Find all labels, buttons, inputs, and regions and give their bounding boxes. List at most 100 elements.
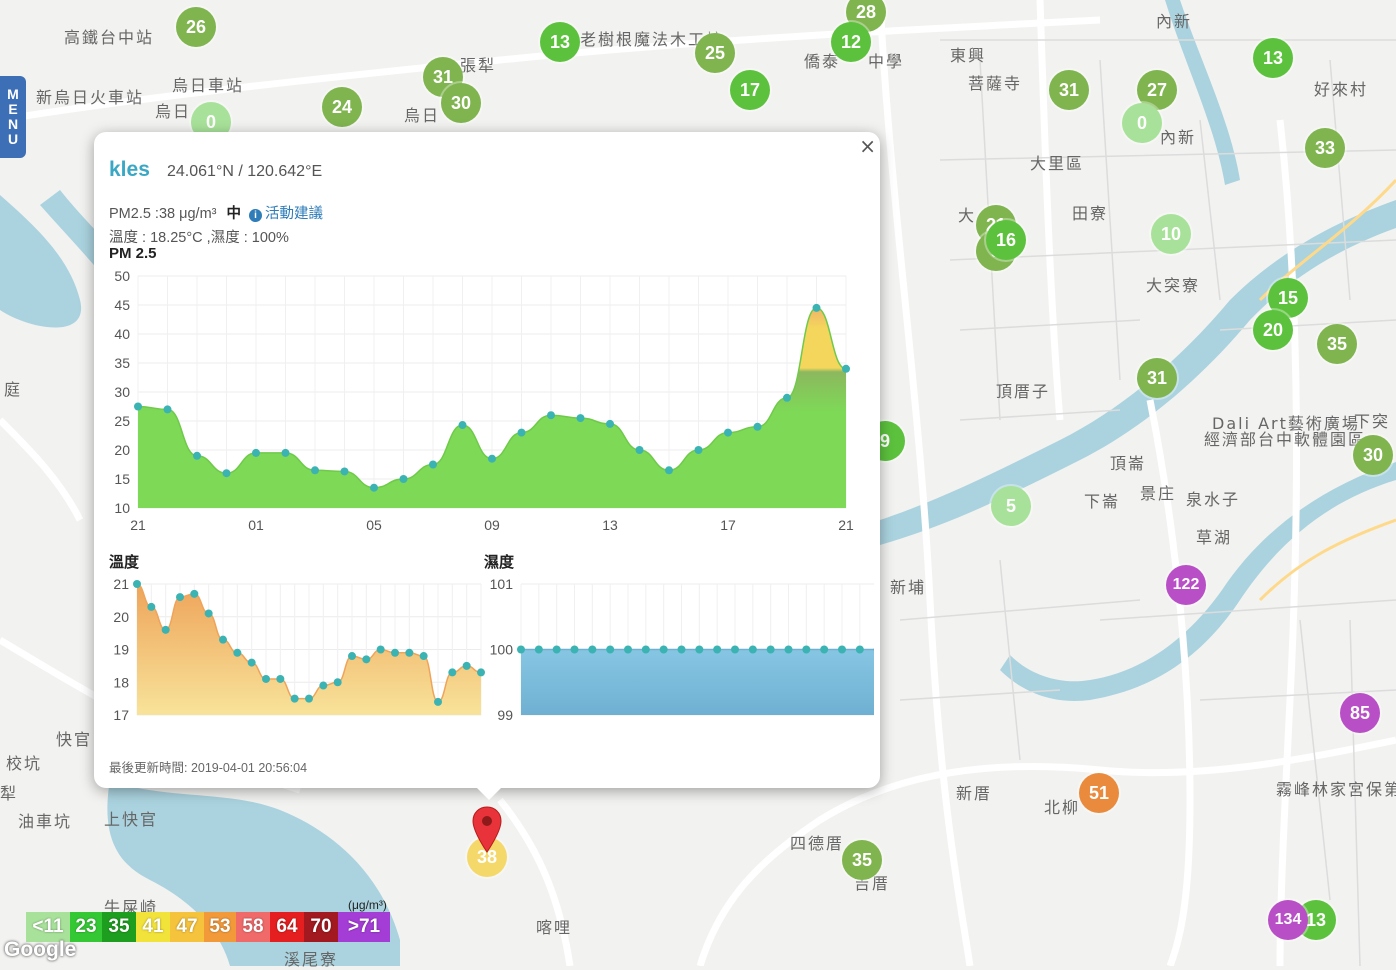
location-pin-icon[interactable] [472, 806, 502, 858]
station-marker[interactable]: 85 [1340, 693, 1380, 733]
air-quality-level: 中 [226, 206, 241, 222]
place-label: 好來村 [1314, 76, 1368, 100]
station-marker[interactable]: 31 [1049, 70, 1089, 110]
place-label: 烏日車站 [172, 72, 244, 96]
legend-swatch: 64 [270, 912, 304, 942]
data-point [405, 649, 413, 657]
data-point [624, 646, 632, 654]
place-label: 內新 [1156, 8, 1192, 32]
data-point [724, 429, 732, 437]
x-tick-label: 05 [366, 517, 382, 533]
data-point [147, 603, 155, 611]
data-point [749, 646, 757, 654]
station-marker[interactable]: 12 [831, 22, 871, 62]
place-label: 新厝 [956, 780, 992, 804]
data-point [754, 423, 762, 431]
y-tick-label: 19 [113, 642, 129, 658]
data-point [370, 484, 378, 492]
data-point [553, 646, 561, 654]
place-label: 田寮 [1072, 200, 1108, 224]
x-tick-label: 21 [838, 517, 854, 533]
last-updated-time: 最後更新時間: 2019-04-01 20:56:04 [109, 757, 307, 776]
station-name: kles [109, 158, 150, 182]
data-point [856, 646, 864, 654]
data-point [377, 646, 385, 654]
data-point [219, 636, 227, 644]
place-label: 頂厝子 [996, 378, 1050, 402]
data-point [391, 649, 399, 657]
data-point [842, 365, 850, 373]
y-tick-label: 35 [114, 355, 130, 371]
legend-swatch: >71 [338, 912, 390, 942]
station-marker[interactable]: 10 [1151, 214, 1191, 254]
pm25-chart-title: PM 2.5 [109, 245, 157, 262]
y-tick-label: 15 [114, 471, 130, 487]
legend-swatch: 70 [304, 912, 338, 942]
close-icon[interactable]: × [859, 134, 876, 158]
data-point [362, 655, 370, 663]
place-label: 經濟部台中軟體園區 [1204, 426, 1366, 450]
data-point [606, 646, 614, 654]
y-tick-label: 10 [114, 500, 130, 516]
data-point [695, 646, 703, 654]
legend-swatch: 58 [236, 912, 270, 942]
menu-letter: M [7, 87, 19, 102]
station-marker[interactable]: 13 [1253, 38, 1293, 78]
place-label: 景庄 [1140, 480, 1176, 504]
station-marker[interactable]: 16 [986, 220, 1026, 260]
activity-advice-link[interactable]: 活動建議 [265, 206, 323, 222]
station-marker[interactable]: 13 [540, 22, 580, 62]
x-tick-label: 09 [484, 517, 500, 533]
data-point [248, 659, 256, 667]
station-marker[interactable]: 51 [1079, 773, 1119, 813]
google-logo: Google [4, 938, 76, 962]
station-marker[interactable]: 35 [842, 840, 882, 880]
station-marker[interactable]: 20 [1253, 310, 1293, 350]
station-marker[interactable]: 31 [1137, 358, 1177, 398]
place-label: 菩薩寺 [968, 70, 1022, 94]
pm25-value: PM2.5 :38 μg/m³ [109, 206, 216, 222]
station-marker[interactable]: 26 [176, 7, 216, 47]
station-marker[interactable]: 0 [1122, 103, 1162, 143]
temperature-chart-title: 溫度 [109, 551, 139, 572]
station-marker[interactable]: 30 [1353, 435, 1393, 475]
data-point [233, 649, 241, 657]
data-point [695, 446, 703, 454]
place-label: 內新 [1160, 124, 1196, 148]
place-label: 東興 [950, 42, 986, 66]
data-point [319, 682, 327, 690]
place-label: 下崙 [1084, 488, 1120, 512]
station-marker[interactable]: 33 [1305, 128, 1345, 168]
station-marker[interactable]: 24 [322, 87, 362, 127]
station-coordinates: 24.061°N / 120.642°E [167, 163, 322, 181]
legend-unit: (μg/m³) [348, 898, 387, 912]
place-label: 新烏日火車站 [36, 84, 144, 108]
place-label: 北柳 [1044, 794, 1080, 818]
x-tick-label: 13 [602, 517, 618, 533]
place-label: 犁 [0, 780, 18, 804]
data-point [291, 695, 299, 703]
station-marker[interactable]: 5 [991, 486, 1031, 526]
station-marker[interactable]: 25 [695, 33, 735, 73]
data-point [571, 646, 579, 654]
place-label: 大里區 [1030, 150, 1084, 174]
place-label: 大 [958, 202, 976, 226]
data-point [305, 695, 313, 703]
data-point [767, 646, 775, 654]
data-point [813, 304, 821, 312]
place-label: 油車坑 [18, 808, 72, 832]
place-label: 下突 [1354, 408, 1390, 432]
station-marker[interactable]: 17 [730, 70, 770, 110]
station-marker[interactable]: 35 [1317, 324, 1357, 364]
y-tick-label: 99 [497, 707, 513, 722]
station-marker[interactable]: 122 [1166, 565, 1206, 605]
station-marker[interactable]: 134 [1268, 900, 1308, 940]
station-marker[interactable]: 30 [441, 83, 481, 123]
humidity-chart-title: 濕度 [484, 551, 514, 572]
data-point [341, 467, 349, 475]
legend-swatch: 53 [204, 912, 236, 942]
data-point [223, 469, 231, 477]
